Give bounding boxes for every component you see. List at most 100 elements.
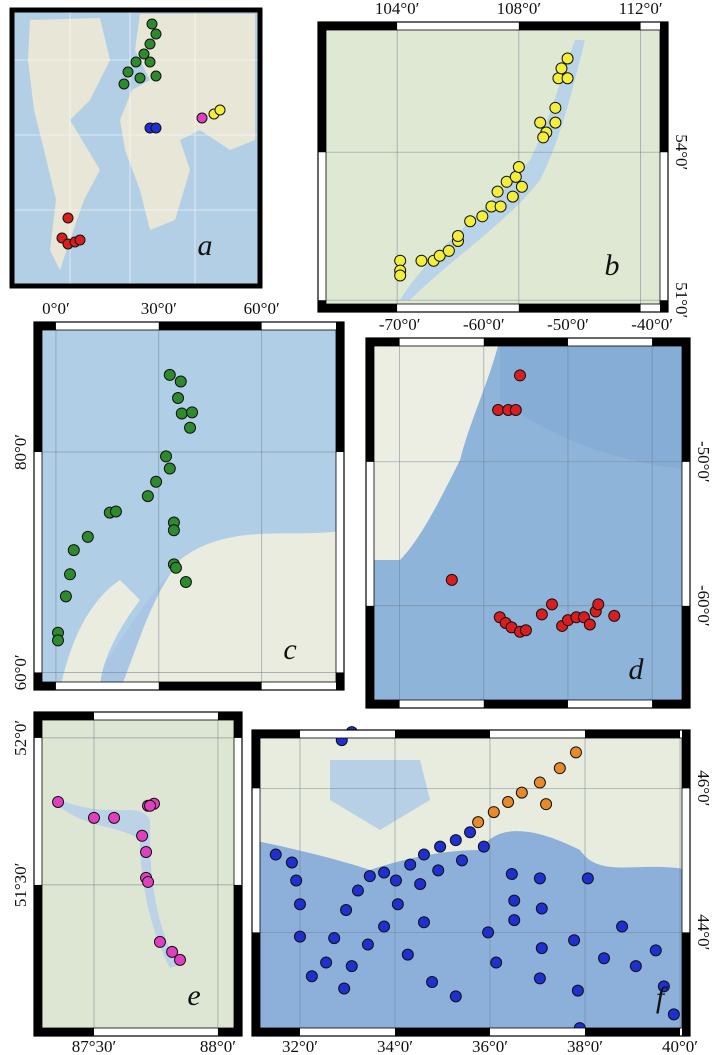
frame-segment bbox=[252, 788, 260, 932]
y-tick-label: 44°0′ bbox=[694, 914, 713, 950]
frame-segment bbox=[585, 730, 680, 738]
panel-letter: b bbox=[605, 249, 620, 282]
sample-point bbox=[550, 117, 561, 128]
sample-point bbox=[53, 796, 64, 807]
sample-point bbox=[68, 545, 79, 556]
x-tick-label: 0°0′ bbox=[42, 299, 70, 318]
sample-point bbox=[379, 921, 390, 932]
sample-point bbox=[418, 849, 429, 860]
sample-point bbox=[491, 957, 502, 968]
sample-point bbox=[53, 635, 64, 646]
y-tick-label: 60°0′ bbox=[11, 654, 30, 690]
frame-segment bbox=[94, 712, 218, 720]
sample-point bbox=[82, 531, 93, 542]
frame-corner bbox=[34, 682, 42, 690]
panel-letter: d bbox=[629, 653, 645, 686]
frame-segment bbox=[252, 932, 260, 1036]
sample-point bbox=[294, 899, 305, 910]
terrain-shape bbox=[252, 730, 690, 870]
frame-segment bbox=[484, 338, 568, 346]
sample-point bbox=[443, 245, 454, 256]
frame-corner bbox=[682, 700, 690, 708]
sample-point bbox=[321, 957, 332, 968]
sample-point bbox=[362, 939, 373, 950]
sample-point bbox=[483, 927, 494, 938]
sample-point bbox=[570, 747, 581, 758]
terrain bbox=[252, 730, 690, 870]
frame-segment bbox=[682, 606, 690, 708]
sample-point bbox=[143, 876, 154, 887]
frame-segment bbox=[585, 1028, 680, 1036]
frame-segment bbox=[159, 682, 262, 690]
frame-segment bbox=[300, 730, 395, 738]
frame-corner bbox=[660, 22, 668, 30]
map-background bbox=[34, 712, 242, 1036]
sample-point bbox=[534, 777, 545, 788]
sample-point bbox=[346, 961, 357, 972]
sample-point bbox=[450, 991, 461, 1002]
x-tick-label: 108°0′ bbox=[497, 0, 542, 18]
frame-segment bbox=[336, 452, 344, 672]
sample-point bbox=[65, 569, 76, 580]
sample-point bbox=[180, 577, 191, 588]
sample-point bbox=[536, 609, 547, 620]
frame-segment bbox=[682, 932, 690, 1036]
sample-point bbox=[534, 973, 545, 984]
sample-point bbox=[554, 763, 565, 774]
sample-point bbox=[536, 903, 547, 914]
frame-segment bbox=[568, 338, 652, 346]
frame-corner bbox=[252, 730, 260, 738]
frame-corner bbox=[234, 1028, 242, 1036]
sample-point bbox=[495, 201, 506, 212]
sample-point bbox=[435, 841, 446, 852]
frame-segment bbox=[318, 22, 326, 152]
x-tick-label: 38°0′ bbox=[567, 1037, 603, 1055]
sample-point bbox=[161, 451, 172, 462]
sample-point bbox=[456, 855, 467, 866]
sample-point bbox=[154, 936, 165, 947]
sample-point bbox=[418, 917, 429, 928]
sample-point bbox=[60, 591, 71, 602]
sample-point bbox=[450, 835, 461, 846]
sample-point bbox=[110, 506, 121, 517]
frame-segment bbox=[34, 322, 42, 452]
map-panel: 87°30′88°0′51°30′52°0′e bbox=[11, 712, 242, 1055]
x-tick-label: 112°0′ bbox=[619, 0, 663, 18]
sample-point bbox=[270, 849, 281, 860]
figure: a104°0′108°0′112°0′51°0′54°0′b0°0′30°0′6… bbox=[0, 0, 720, 1055]
sample-point bbox=[510, 171, 521, 182]
y-tick-label: 80°0′ bbox=[11, 434, 30, 470]
sample-point bbox=[541, 799, 552, 810]
sample-point bbox=[286, 857, 297, 868]
frame-segment bbox=[682, 462, 690, 606]
panel-letter: a bbox=[198, 229, 213, 262]
x-tick-label: 88°0′ bbox=[200, 1037, 236, 1055]
frame-segment bbox=[490, 730, 585, 738]
sample-point bbox=[291, 875, 302, 886]
sample-point bbox=[402, 949, 413, 960]
sample-point bbox=[509, 915, 520, 926]
frame-segment bbox=[318, 152, 326, 300]
sample-point bbox=[488, 807, 499, 818]
sample-point bbox=[473, 817, 484, 828]
sample-point bbox=[352, 885, 363, 896]
sample-point bbox=[478, 841, 489, 852]
sample-point bbox=[109, 812, 120, 823]
frame-segment bbox=[366, 462, 374, 606]
frame-segment bbox=[234, 738, 242, 885]
sample-point bbox=[513, 162, 524, 173]
sample-point bbox=[582, 873, 593, 884]
frame-segment bbox=[682, 788, 690, 932]
sample-point bbox=[88, 812, 99, 823]
frame-segment bbox=[252, 730, 260, 788]
frame-segment bbox=[318, 22, 397, 30]
sample-point bbox=[569, 935, 580, 946]
sample-point bbox=[427, 977, 438, 988]
sample-point bbox=[142, 491, 153, 502]
y-tick-label: -50°0′ bbox=[694, 441, 713, 483]
x-tick-label: 34°0′ bbox=[377, 1037, 413, 1055]
y-tick-label: 51°0′ bbox=[672, 282, 691, 318]
sample-point bbox=[617, 921, 628, 932]
frame-corner bbox=[318, 22, 326, 30]
sample-point bbox=[339, 983, 350, 994]
